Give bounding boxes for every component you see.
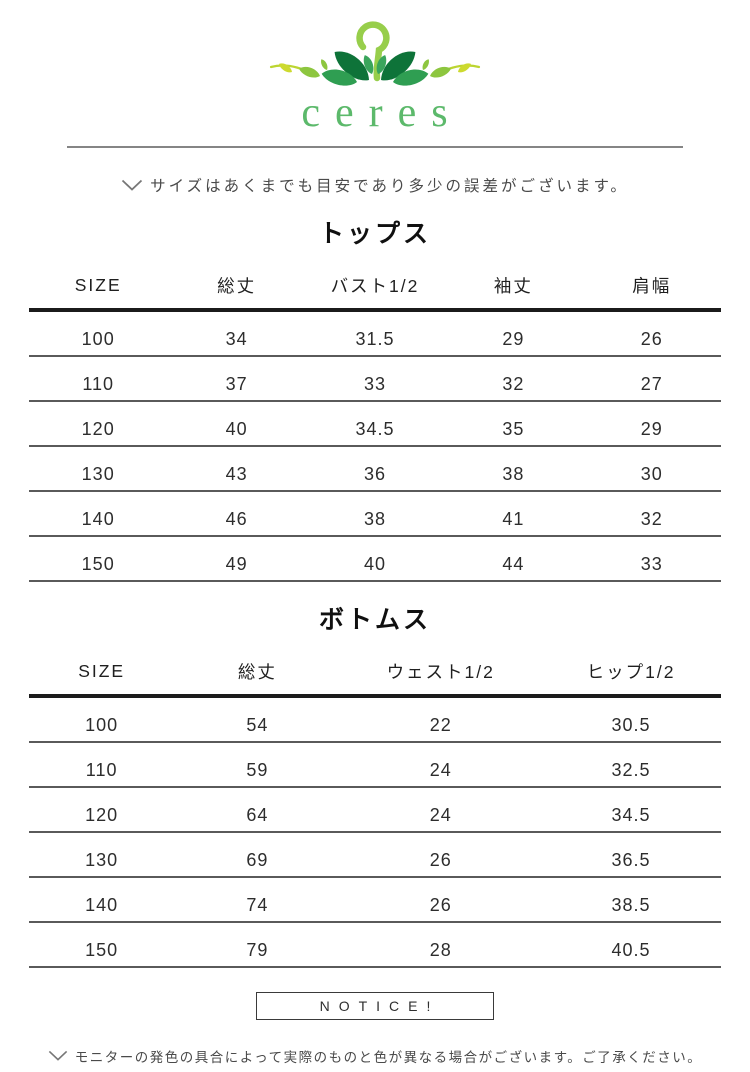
header-cell: ヒップ1/2 bbox=[541, 646, 721, 698]
header-row: SIZE 総丈 ウェスト1/2 ヒップ1/2 bbox=[29, 646, 721, 698]
table-cell: 30 bbox=[582, 446, 721, 492]
monitor-disclaimer-text: モニターの発色の具合によって実際のものと色が異なる場合がございます。ご了承くださ… bbox=[74, 1050, 703, 1065]
header-cell: SIZE bbox=[29, 260, 168, 312]
bottoms-section-title: ボトムス bbox=[318, 606, 431, 634]
table-cell: 38 bbox=[305, 491, 445, 537]
tops-section-title: トップス bbox=[318, 220, 431, 248]
table-cell: 120 bbox=[29, 401, 168, 447]
table-row: 110 37 33 32 27 bbox=[29, 356, 721, 402]
table-cell: 33 bbox=[582, 536, 721, 582]
brand-wordmark: ceres bbox=[301, 90, 462, 136]
table-row: 130 69 26 36.5 bbox=[29, 832, 721, 878]
table-cell: 32.5 bbox=[541, 742, 721, 788]
table-cell: 26 bbox=[340, 877, 542, 923]
table-cell: 110 bbox=[29, 742, 175, 788]
table-cell: 22 bbox=[340, 696, 542, 743]
table-cell: 32 bbox=[444, 356, 583, 402]
table-cell: 33 bbox=[305, 356, 445, 402]
table-cell: 26 bbox=[340, 832, 542, 878]
table-cell: 43 bbox=[167, 446, 306, 492]
notice-label: NOTICE! bbox=[319, 998, 440, 1014]
table-cell: 28 bbox=[340, 922, 542, 968]
table-cell: 36 bbox=[305, 446, 445, 492]
table-row: 100 34 31.5 29 26 bbox=[29, 310, 721, 357]
size-disclaimer-text: サイズはあくまでも目安であり多少の誤差がございます。 bbox=[150, 178, 629, 195]
table-cell: 140 bbox=[29, 491, 168, 537]
bottoms-size-table: SIZE 総丈 ウェスト1/2 ヒップ1/2 100 54 22 30.5 110 59 24 32.… bbox=[29, 646, 721, 968]
table-row: 130 43 36 38 30 bbox=[29, 446, 721, 492]
table-cell: 29 bbox=[582, 401, 721, 447]
table-cell: 40 bbox=[167, 401, 306, 447]
table-cell: 120 bbox=[29, 787, 175, 833]
header-cell: バスト1/2 bbox=[305, 260, 445, 312]
leaf-garland-left bbox=[271, 46, 377, 87]
table-cell: 32 bbox=[582, 491, 721, 537]
notice-badge: NOTICE! bbox=[256, 992, 494, 1020]
size-disclaimer: サイズはあくまでも目安であり多少の誤差がございます。 bbox=[0, 174, 750, 196]
table-row: 150 79 28 40.5 bbox=[29, 922, 721, 968]
table-cell: 35 bbox=[444, 401, 583, 447]
table-cell: 37 bbox=[167, 356, 306, 402]
header-cell: 総丈 bbox=[167, 260, 306, 312]
leaf-garland-right bbox=[373, 46, 481, 88]
table-cell: 130 bbox=[29, 446, 168, 492]
table-cell: 40.5 bbox=[541, 922, 721, 968]
table-cell: 44 bbox=[444, 536, 583, 582]
table-cell: 46 bbox=[167, 491, 306, 537]
table-cell: 38 bbox=[444, 446, 583, 492]
table-cell: 34.5 bbox=[305, 401, 445, 447]
table-cell: 24 bbox=[340, 787, 542, 833]
leaf-hanger-logo-icon: ceres bbox=[215, 21, 481, 136]
table-cell: 34 bbox=[167, 310, 306, 357]
table-cell: 69 bbox=[174, 832, 341, 878]
header-cell: ウェスト1/2 bbox=[340, 646, 542, 698]
table-cell: 29 bbox=[444, 310, 583, 357]
table-cell: 64 bbox=[174, 787, 341, 833]
table-cell: 74 bbox=[174, 877, 341, 923]
table-cell: 49 bbox=[167, 536, 306, 582]
table-cell: 36.5 bbox=[541, 832, 721, 878]
table-cell: 40 bbox=[305, 536, 445, 582]
monitor-disclaimer: モニターの発色の具合によって実際のものと色が異なる場合がございます。ご了承くださ… bbox=[0, 1046, 750, 1066]
header-cell: 袖丈 bbox=[444, 260, 583, 312]
table-cell: 31.5 bbox=[305, 310, 445, 357]
table-row: 140 74 26 38.5 bbox=[29, 877, 721, 923]
table-cell: 24 bbox=[340, 742, 542, 788]
table-row: 140 46 38 41 32 bbox=[29, 491, 721, 537]
table-row: 110 59 24 32.5 bbox=[29, 742, 721, 788]
header-cell: SIZE bbox=[29, 646, 175, 698]
table-cell: 140 bbox=[29, 877, 175, 923]
table-row: 120 40 34.5 35 29 bbox=[29, 401, 721, 447]
header-cell: 総丈 bbox=[174, 646, 341, 698]
table-cell: 130 bbox=[29, 832, 175, 878]
hanger-hook-icon bbox=[356, 21, 390, 82]
table-cell: 59 bbox=[174, 742, 341, 788]
table-row: 120 64 24 34.5 bbox=[29, 787, 721, 833]
table-cell: 150 bbox=[29, 922, 175, 968]
table-cell: 38.5 bbox=[541, 877, 721, 923]
table-cell: 41 bbox=[444, 491, 583, 537]
chevron-check-icon bbox=[121, 179, 143, 192]
table-cell: 54 bbox=[174, 696, 341, 743]
table-cell: 100 bbox=[29, 696, 175, 743]
table-cell: 26 bbox=[582, 310, 721, 357]
brand-logo: ceres bbox=[0, 0, 750, 138]
header-row: SIZE 総丈 バスト1/2 袖丈 肩幅 bbox=[29, 260, 721, 312]
header-cell: 肩幅 bbox=[582, 260, 721, 312]
chevron-check-icon bbox=[48, 1050, 68, 1062]
table-row: 100 54 22 30.5 bbox=[29, 696, 721, 743]
table-row: 150 49 40 44 33 bbox=[29, 536, 721, 582]
table-cell: 30.5 bbox=[541, 696, 721, 743]
table-cell: 110 bbox=[29, 356, 168, 402]
table-cell: 79 bbox=[174, 922, 341, 968]
table-cell: 100 bbox=[29, 310, 168, 357]
table-cell: 150 bbox=[29, 536, 168, 582]
tops-size-table: SIZE 総丈 バスト1/2 袖丈 肩幅 100 34 31.5 29 26 110 37 33 32 27… bbox=[29, 260, 721, 582]
table-cell: 27 bbox=[582, 356, 721, 402]
table-cell: 34.5 bbox=[541, 787, 721, 833]
top-divider bbox=[67, 146, 683, 148]
